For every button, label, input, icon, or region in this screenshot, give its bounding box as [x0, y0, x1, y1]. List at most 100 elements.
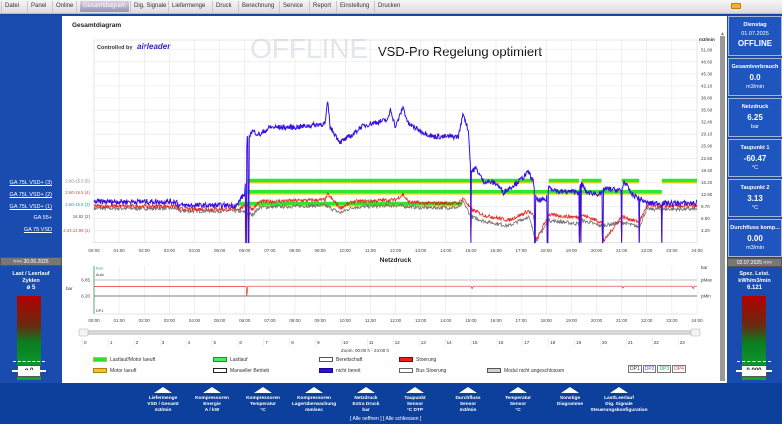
hour-label: 4 [188, 340, 191, 345]
y-tick-label: 42.10 [701, 83, 713, 88]
diagram-group-button[interactable]: Temperatur Sensor °C [488, 387, 548, 413]
legend-label: Bus Stoerung [416, 368, 447, 374]
close-all-link[interactable]: [ Alle schliessen ] [383, 416, 422, 422]
y-tick-label: 16.20 [701, 180, 713, 185]
diagram-group-button[interactable]: Kompressoren Lagerüberwachung mm/sec [284, 387, 344, 413]
x-tick-label: 00:00 [88, 248, 100, 253]
diagram-group-button[interactable]: Kompressoren Energie A / kW [182, 387, 242, 413]
menu-dig-signale[interactable]: Dig. Signale [134, 3, 167, 9]
legend-swatch [399, 368, 413, 374]
menu-drucken[interactable]: Drucken [378, 3, 401, 9]
gauge-slider-handle[interactable] [736, 370, 772, 372]
expand-triangle-icon [154, 387, 172, 393]
menu-separator [212, 1, 213, 13]
hour-label: 8 [291, 340, 294, 345]
card-value: 0.0 [749, 73, 761, 82]
menu-berechnung[interactable]: Berechnung [242, 3, 275, 9]
status-bar-running [661, 178, 697, 183]
menu-service[interactable]: Service [283, 3, 304, 9]
menu-liefermenge[interactable]: Liefermenge [172, 3, 206, 9]
x-tick-label: 06:00 [239, 248, 251, 253]
diagram-group-button[interactable]: Liefermenge VSD / Gesamt m3/min [133, 387, 193, 413]
x-tick-label: 03:00 [164, 248, 176, 253]
button-label-line: Durchfluss [455, 396, 481, 401]
offline-watermark: OFFLINE [250, 33, 368, 64]
compressor-link[interactable]: GA 75L VSD+ (1) [9, 204, 52, 210]
diagram-group-button[interactable]: Kompressoren Temperatur °C [233, 387, 293, 413]
open-all-link[interactable]: [ Alle oeffnen ] [350, 416, 382, 422]
hour-label: 9 [317, 340, 320, 345]
diagram-group-button[interactable]: Sonstige Diagramme [540, 387, 600, 408]
slider-handle-left[interactable] [78, 328, 89, 337]
button-label-line: Energie [203, 401, 221, 407]
dp-button[interactable]: DP4 [672, 365, 686, 373]
compressor-link[interactable]: GA 75L VSD+ (3) [9, 180, 52, 186]
expand-triangle-icon [357, 387, 375, 393]
x-tick-label: 08:00 [289, 318, 301, 323]
card-unit: °C [751, 165, 759, 171]
status-bar-running [247, 189, 662, 194]
status-label: 2.60-15.5 (5) [65, 179, 90, 184]
menu-gesamtdiagram[interactable]: Gesamtdiagram [80, 1, 129, 12]
scroll-up-arrow[interactable]: ▲ [720, 31, 725, 37]
expand-triangle-icon [305, 387, 323, 393]
run-marker: Run [96, 267, 103, 271]
scrollbar[interactable] [720, 36, 725, 381]
button-label-line: °C [515, 407, 521, 413]
button-label-line: °C [260, 407, 266, 413]
button-label-line: mm/sec [305, 407, 323, 413]
menu-report[interactable]: Report [313, 3, 332, 9]
dp-button[interactable]: DP2 [642, 365, 657, 373]
zoom-range-text: Zoom: 00:00 h - 24:00 h [341, 348, 390, 353]
dp-button[interactable]: DP3 [657, 365, 672, 373]
compressor-link[interactable]: GA 75 VSD [23, 227, 52, 233]
status-bar-running [548, 178, 579, 183]
series-line-3 [93, 200, 698, 243]
menu-online[interactable]: Online [56, 3, 74, 9]
x-tick-label: 24:00 [691, 248, 703, 253]
legend-swatch [319, 368, 333, 374]
series-line-1 [93, 101, 698, 244]
button-label-line: VSD / Gesamt [147, 401, 179, 407]
menu-druck[interactable]: Druck [216, 3, 232, 9]
menu-panel[interactable]: Panel [31, 3, 47, 9]
hour-label: 10 [343, 340, 349, 345]
card-unit: m3/min [745, 245, 765, 251]
diagram-group-button[interactable]: Netzdruck Extra Druck bar [336, 387, 396, 413]
hour-label: 0 [84, 340, 87, 345]
diagram-group-button[interactable]: Taupunkt Sensor °C DTP [385, 387, 445, 413]
status-bar-motor [581, 182, 602, 184]
compressor-link[interactable]: GA 55+ [33, 215, 52, 221]
menu-separator [168, 1, 169, 13]
menu-separator [52, 1, 53, 13]
slider-handle-right[interactable] [690, 328, 701, 337]
menu-separator [238, 1, 239, 13]
settings-icon[interactable] [731, 3, 741, 9]
expand-triangle-icon [610, 387, 628, 393]
x-tick-label: 23:00 [666, 248, 678, 253]
x-tick-label: 22:00 [641, 248, 653, 253]
y-tick-label: 45.30 [701, 71, 713, 76]
gauge-slider-handle[interactable] [12, 370, 46, 372]
gauge-title: Last / Leerlauf [12, 271, 50, 277]
legend-item: Lastlauf/Motor laeuft [93, 357, 155, 363]
previous-day-button[interactable]: <<< 30.06.2025 [0, 257, 62, 266]
x-tick-label: 02:00 [139, 318, 151, 323]
x-tick-label: 15:00 [465, 248, 477, 253]
y-unit-label: m3/min [699, 37, 715, 42]
diagram-group-button[interactable]: Last/Leerlauf Dig. Signale Steuerungskonfi… [589, 387, 649, 413]
menu-einstellung[interactable]: Einstellung [340, 3, 370, 9]
gauge-threshold-line [737, 361, 771, 362]
menu-datei[interactable]: Datei [5, 3, 20, 9]
card-unit: bar [751, 124, 759, 130]
legend-item: Modul nicht angeschlossen [487, 368, 564, 374]
compressor-link[interactable]: GA 75L VSD+ (2) [9, 192, 52, 198]
x-tick-label: 21:00 [616, 318, 628, 323]
button-label-line: Temperatur [249, 401, 277, 407]
dp-button[interactable]: DP1 [628, 365, 642, 373]
hour-label: 23 [680, 340, 686, 345]
status-bar-motor [247, 182, 534, 184]
hour-label: 3 [162, 340, 165, 345]
x-tick-label: 08:00 [289, 248, 301, 253]
diagram-group-button[interactable]: Durchfluss Sensor m3/min [438, 387, 498, 413]
